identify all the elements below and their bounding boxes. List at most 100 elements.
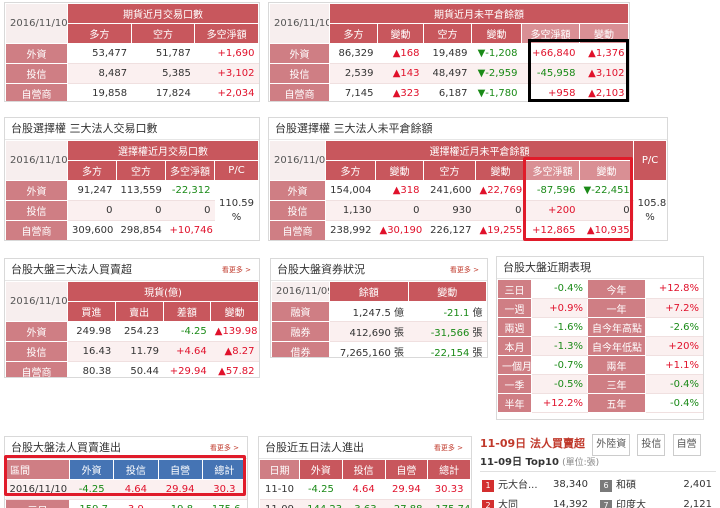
period-value: -0.4%	[645, 393, 703, 413]
margin-title: 台股大盤資券狀況 看更多 >	[271, 259, 487, 281]
net-cell: +66,840	[521, 43, 580, 64]
value-cell: 4.64	[342, 479, 385, 500]
row-label: 外資	[269, 43, 330, 64]
rank-value: 14,392	[553, 498, 588, 508]
change-cell: ▲168	[377, 43, 424, 64]
value-cell: +2,034	[194, 83, 259, 101]
pc-value: 110.59	[219, 197, 254, 209]
col-dealer: 自營	[384, 459, 429, 480]
period-value: -2.6%	[645, 317, 703, 337]
more-link[interactable]: 看更多 >	[209, 444, 239, 452]
period-label: 兩週	[497, 317, 532, 337]
net-cell: -87,596	[525, 180, 580, 201]
col-pc: P/C	[633, 140, 667, 181]
options-oi-panel: 台股選擇權 三大法人未平倉餘額 2016/11/09 選擇權近月未平倉餘額 P/…	[268, 117, 668, 241]
col-change: 變動	[377, 23, 424, 44]
options-oi-date: 2016/11/09	[269, 140, 326, 181]
value-cell: -175.6	[202, 499, 247, 508]
value-cell: 7,145	[329, 83, 378, 101]
period-value: -0.7%	[531, 355, 588, 375]
tab-trust[interactable]: 投信	[637, 434, 666, 456]
rank-item[interactable]: 7 印度大	[592, 494, 652, 508]
value-cell: 154,004	[325, 180, 376, 201]
balance-value: 1,247.5	[352, 308, 391, 319]
value-cell: 19,489	[423, 43, 472, 64]
value-cell: -175.74	[427, 499, 471, 508]
col-balance: 餘額	[329, 281, 409, 302]
unit: 張	[472, 328, 483, 339]
balance-cell: 7,265,160 張	[329, 341, 408, 357]
pc-value: 105.8	[637, 197, 667, 209]
value-cell: -27.88	[385, 499, 428, 508]
row-label: 自營商	[5, 361, 68, 377]
value-cell: 6,187	[423, 83, 472, 101]
period-label: 一週	[497, 298, 532, 318]
period-cell: 三日	[5, 499, 70, 508]
change-cell: ▼-22,451	[579, 180, 634, 201]
period-value: +12.2%	[531, 393, 588, 413]
row-label: 投信	[269, 63, 330, 84]
col-date: 日期	[259, 459, 300, 480]
tab-dealer[interactable]: 自營	[672, 434, 701, 456]
stock-name: 元大台...	[498, 480, 538, 491]
change-cell: ▼-1,780	[471, 83, 522, 101]
change-cell: ▲19,255	[475, 220, 526, 240]
col-total: 總計	[201, 459, 247, 480]
col-change: 變動	[578, 160, 635, 181]
unit: 張	[394, 328, 404, 339]
change-cell: 0	[579, 200, 634, 221]
col-long: 多方	[67, 160, 117, 181]
value-cell: 0	[165, 200, 215, 221]
period-label: 半年	[497, 393, 532, 413]
row-label: 外資	[269, 180, 326, 201]
more-link[interactable]: 看更多 >	[221, 266, 251, 274]
period-label: 自今年低點	[587, 336, 646, 356]
top-trade-header: 11-09日 法人買賣超 外陸資 投信 自營	[480, 434, 716, 456]
value-cell: 5,385	[131, 63, 195, 84]
top-trade-panel: 11-09日 法人買賣超 外陸資 投信 自營 11-09日 Top10 (單位:…	[480, 434, 716, 508]
inst-trade-panel: 台股大盤三大法人買賣超 看更多 > 2016/11/10 現貨(億) 買進 賣出…	[4, 258, 260, 378]
value-cell: 50.44	[115, 361, 163, 377]
futures-oi-date: 2016/11/10	[269, 3, 330, 44]
panel-title: 台股大盤三大法人買賣超	[11, 263, 132, 276]
col-trust: 投信	[341, 459, 386, 480]
col-diff: 差額	[162, 301, 212, 322]
rank-badge: 6	[600, 480, 612, 492]
balance-value: 412,690	[349, 328, 391, 339]
highlight-box-futures-net	[528, 39, 629, 102]
value-cell: -3.63	[342, 499, 385, 508]
pc-ratio: 105.8 %	[633, 180, 667, 240]
change-cell: -21.1 億	[408, 301, 487, 322]
period-label: 自今年高點	[587, 317, 646, 337]
value-cell: -19.8	[158, 499, 203, 508]
options-volume-panel: 台股選擇權 三大法人交易口數 2016/11/10 選擇權近月交易口數 多方 空…	[4, 117, 260, 241]
col-buy: 買進	[67, 301, 116, 322]
value-cell: +10,746	[165, 220, 215, 240]
top-trade-subheader: 11-09日 Top10 (單位:張)	[480, 452, 716, 472]
period-value: +0.9%	[531, 298, 588, 318]
rank-value: 38,340	[553, 478, 588, 490]
col-long: 多方	[67, 23, 132, 44]
period-value: -1.6%	[531, 317, 588, 337]
value-cell: +4.64	[163, 341, 211, 362]
panel-title: 台股近五日法人進出	[265, 441, 364, 454]
change-cell: ▲30,190	[375, 220, 424, 240]
col-long: 多方	[329, 23, 378, 44]
rank-item[interactable]: 2 大同	[480, 494, 544, 508]
col-net: 多空淨額	[165, 160, 215, 181]
value-cell: +3,102	[194, 63, 259, 84]
more-link[interactable]: 看更多 >	[449, 266, 479, 274]
row-label: 自營商	[5, 220, 68, 240]
col-change: 變動	[475, 160, 526, 181]
row-label: 投信	[5, 63, 68, 84]
row-label: 自營商	[5, 83, 68, 101]
rank-item[interactable]: 1 元大台...	[480, 474, 544, 494]
change-cell: ▲318	[375, 180, 424, 201]
rank-item[interactable]: 6 和碩	[592, 474, 652, 494]
value-cell: -22,312	[165, 180, 215, 201]
more-link[interactable]: 看更多 >	[433, 444, 463, 452]
period-label: 一個月	[497, 355, 532, 375]
period-label: 本月	[497, 336, 532, 356]
options-volume-date: 2016/11/10	[5, 140, 68, 181]
col-foreign: 外資	[299, 459, 343, 480]
